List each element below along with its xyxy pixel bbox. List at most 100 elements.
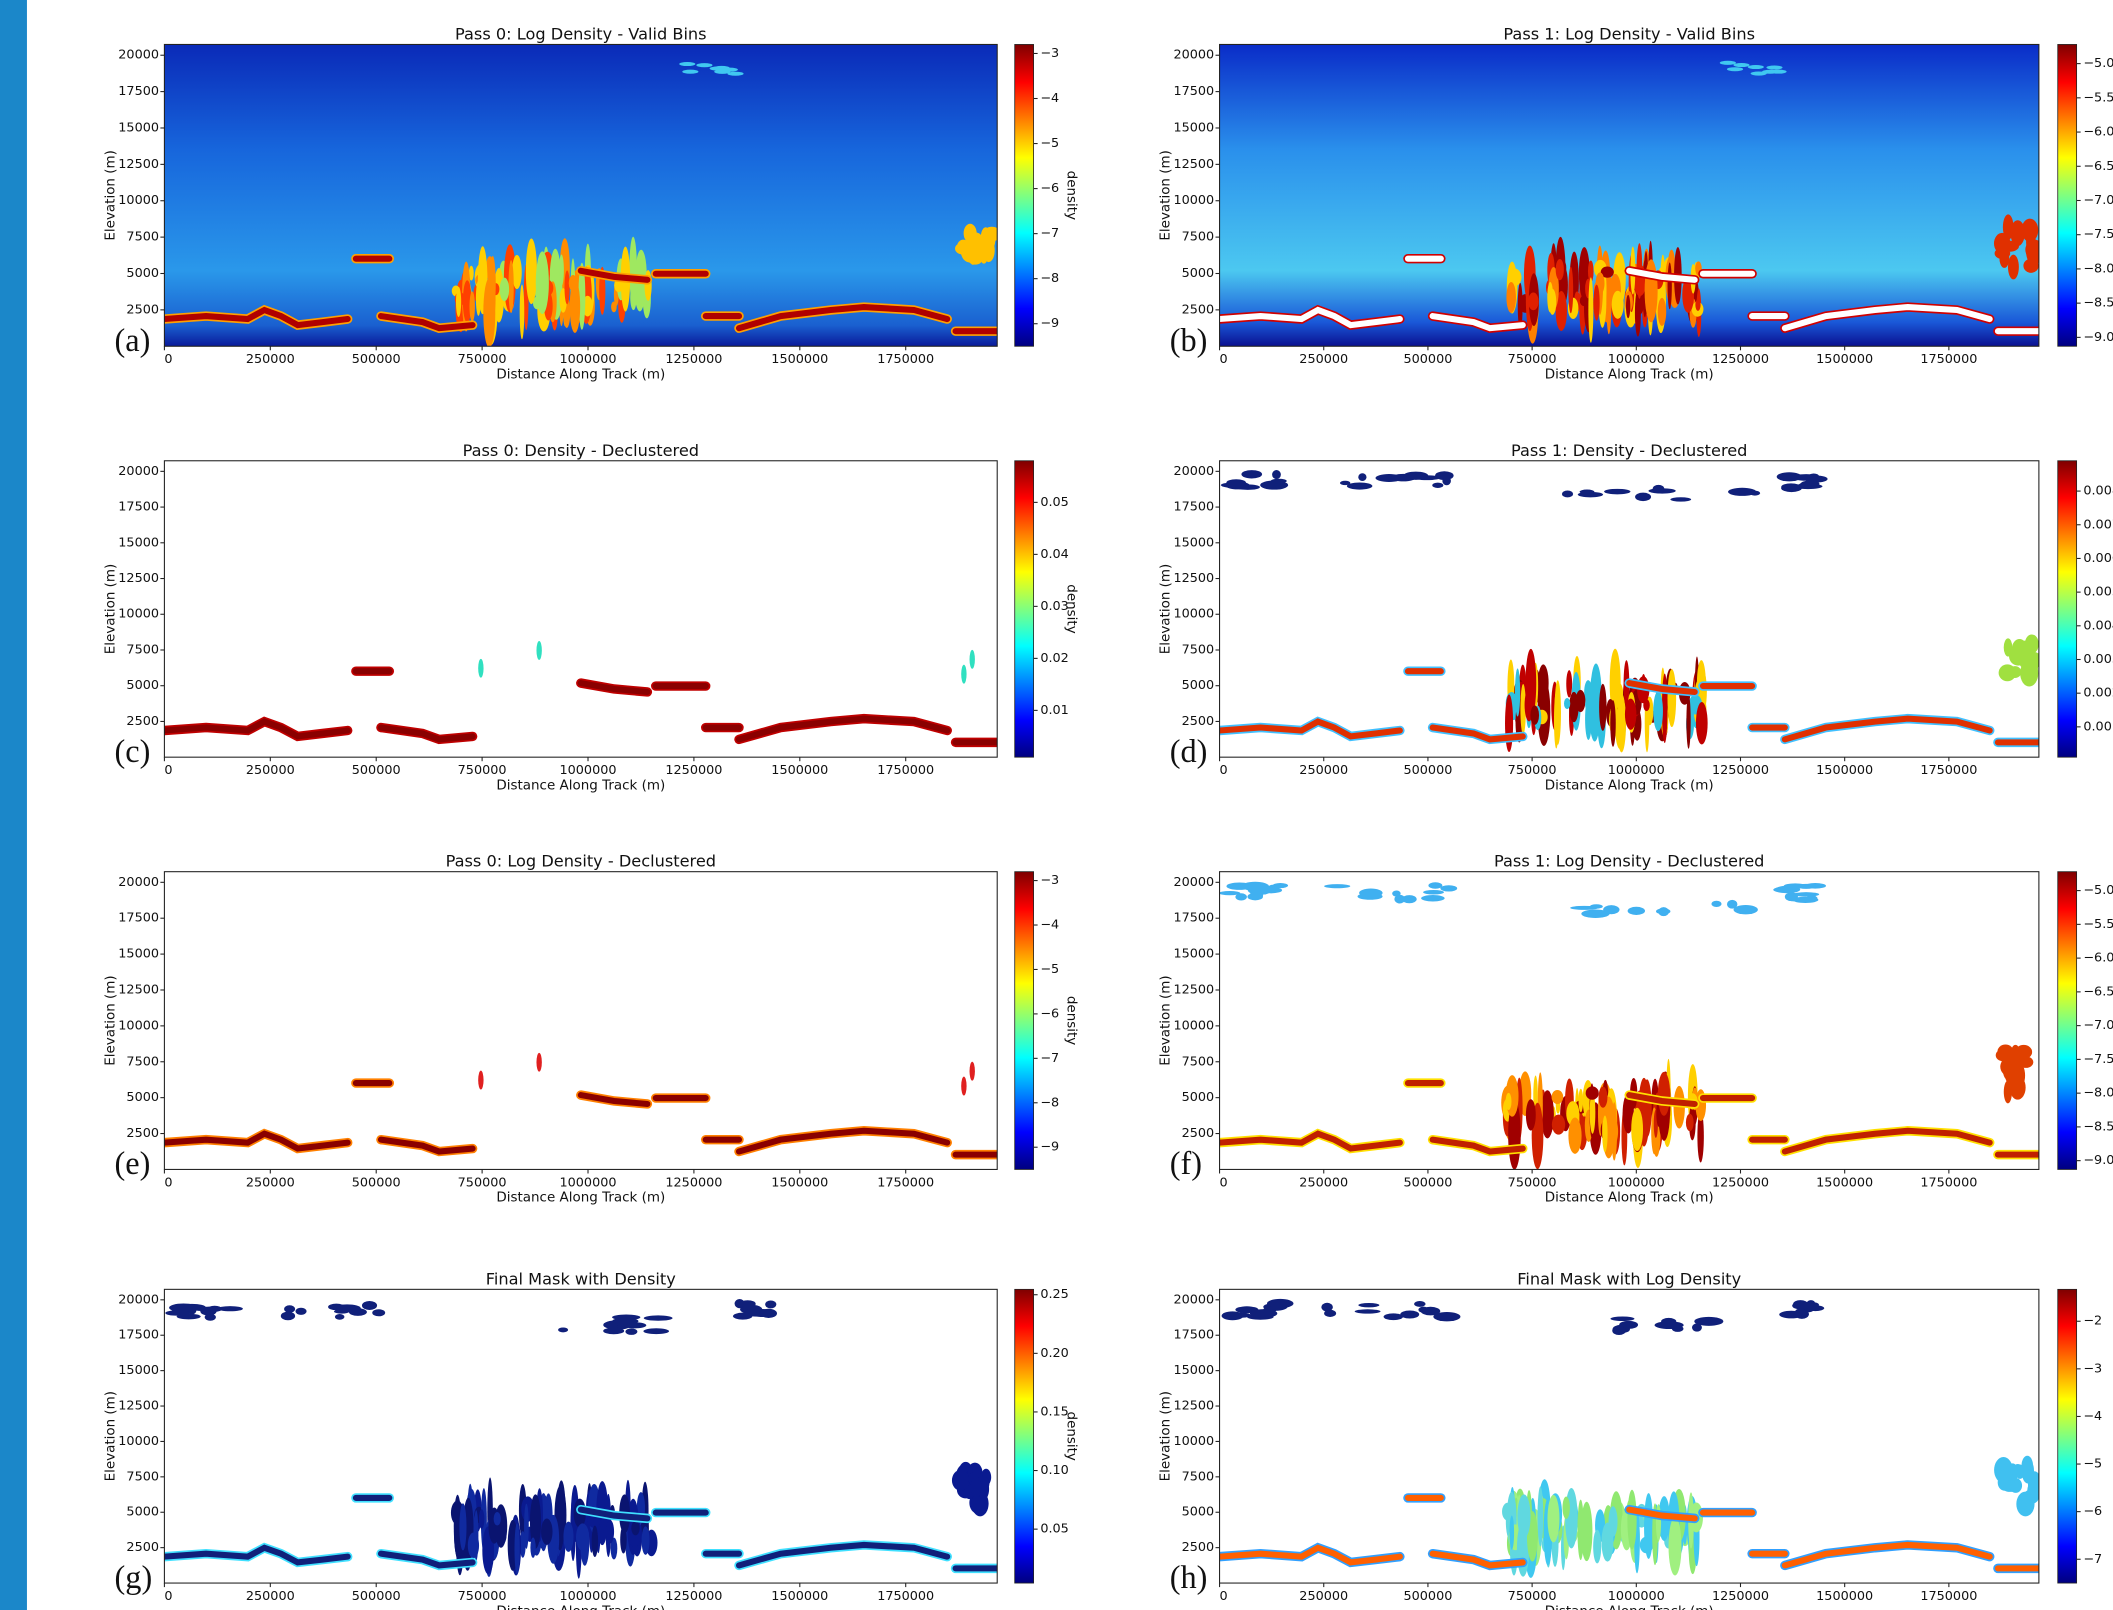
heatmap-image — [164, 62, 998, 347]
colorbar-tick-label: 0.20 — [1040, 1346, 1069, 1361]
x-tick-label: 0 — [164, 1589, 172, 1604]
cloud-streak — [1733, 905, 1758, 915]
cloud-streak — [1610, 1316, 1635, 1322]
cloud-cell — [536, 1052, 542, 1072]
y-tick-label: 10000 — [118, 1434, 159, 1449]
cloud-streak — [1766, 65, 1783, 70]
layer — [1219, 718, 1403, 740]
cloud-cell — [1602, 1115, 1608, 1153]
cloud-cell — [1617, 693, 1627, 753]
cloud-cell — [1600, 266, 1614, 278]
cloud-streak — [1247, 893, 1263, 901]
cloud-streak — [1324, 884, 1351, 889]
layer — [377, 1550, 476, 1569]
y-tick-label: 7500 — [1182, 1054, 1215, 1069]
cloud-streak — [1358, 1303, 1380, 1308]
y-tick-label: 2500 — [126, 1126, 159, 1141]
cloud-streak — [1394, 894, 1406, 904]
y-tick-label: 7500 — [126, 1469, 159, 1484]
layer — [1781, 304, 1993, 332]
cloud-cell — [508, 260, 514, 313]
y-tick-label: 5000 — [1182, 1090, 1215, 1105]
cloud-streak — [284, 1305, 296, 1313]
y-axis-label: Elevation (m) — [103, 150, 119, 240]
x-axis-label: Distance Along Track (m) — [496, 367, 665, 383]
colorbar-tick-label: −6 — [1040, 181, 1059, 196]
cloud-streak — [1670, 497, 1692, 502]
x-tick-label: 0 — [1220, 1589, 1228, 1604]
cloud-cell — [1639, 1536, 1654, 1554]
cloud-streak — [169, 1303, 198, 1312]
x-tick-label: 750000 — [458, 1175, 507, 1190]
x-tick-label: 750000 — [1508, 352, 1557, 367]
layer — [1429, 1136, 1526, 1155]
cloud-cell — [1568, 266, 1574, 314]
cloud-cell — [1588, 277, 1594, 343]
y-tick-label: 2500 — [1182, 302, 1215, 317]
cloud-cell — [535, 251, 549, 315]
cloud-streak — [609, 1324, 619, 1329]
heatmap-image — [1219, 60, 2039, 344]
cloud-streak — [1671, 1325, 1684, 1332]
y-tick-label: 7500 — [126, 230, 159, 245]
colorbar-tick-label: 0.04 — [1040, 547, 1069, 562]
cloud-streak — [1420, 1306, 1441, 1316]
colorbar-tick-label: 0.003 — [2083, 652, 2113, 667]
x-axis-label: Distance Along Track (m) — [1545, 1603, 1714, 1610]
heatmap-image — [164, 1052, 998, 1160]
cloud-cell — [473, 1510, 479, 1561]
cloud-streak — [746, 1308, 758, 1314]
colorbar-tick-label: 0.02 — [1040, 651, 1069, 666]
cloud-streak — [1359, 888, 1383, 898]
cloud-cell — [2004, 1047, 2021, 1070]
cloud-streak — [333, 1309, 350, 1314]
cloud-streak — [1656, 908, 1671, 915]
cloud-cell — [1525, 1099, 1536, 1131]
colorbar-tick-label: −8.0 — [2083, 1086, 2113, 1101]
y-tick-label: 5000 — [126, 1505, 159, 1520]
x-tick-label: 1250000 — [1712, 1589, 1769, 1604]
cloud-streak — [1442, 476, 1451, 486]
cloud-cell — [1505, 694, 1514, 753]
colorbar-tick-label: −5.5 — [2083, 90, 2113, 105]
cloud-cell — [1624, 698, 1637, 730]
y-tick-label: 2500 — [1182, 1540, 1215, 1555]
cloud-cell — [493, 1511, 501, 1526]
x-tick-label: 1250000 — [665, 763, 722, 778]
layer — [735, 715, 951, 743]
heatmap-image — [1219, 1298, 2039, 1578]
cloud-streak — [1432, 482, 1444, 488]
y-tick-label: 17500 — [1173, 500, 1214, 515]
cloud-streak — [1403, 471, 1429, 480]
x-axis-label: Distance Along Track (m) — [1545, 367, 1714, 383]
colorbar-tick-label: −6.0 — [2083, 125, 2113, 140]
x-tick-label: 1250000 — [1712, 352, 1769, 367]
cloud-cell — [1564, 697, 1571, 710]
y-tick-label: 15000 — [1173, 120, 1214, 135]
cloud-cell — [591, 1525, 599, 1558]
panel-label: (e) — [115, 1145, 151, 1181]
cloud-streak — [361, 1300, 378, 1310]
panel-label: (h) — [1170, 1559, 1208, 1595]
cloud-cell — [951, 1469, 970, 1491]
colorbar-tick-label: −8 — [1040, 1095, 1059, 1110]
cloud-cell — [1514, 668, 1521, 717]
colorbar-tick-label: −7.0 — [2083, 193, 2113, 208]
colorbar-tick-label: −4 — [1040, 918, 1059, 933]
x-tick-label: 1000000 — [1608, 352, 1665, 367]
x-tick-label: 750000 — [1508, 763, 1557, 778]
cloud-streak — [643, 1328, 669, 1335]
y-tick-label: 10000 — [1173, 1018, 1214, 1033]
cloud-cell — [1566, 670, 1573, 698]
cloud-cell — [641, 1526, 650, 1555]
cloud-cell — [455, 286, 462, 317]
y-tick-label: 10000 — [118, 193, 159, 208]
y-tick-label: 10000 — [118, 1018, 159, 1033]
colorbar-tick-label: 0.03 — [1040, 599, 1069, 614]
x-tick-label: 250000 — [246, 1175, 295, 1190]
cloud-cell — [1580, 1501, 1593, 1562]
plot-frame — [1219, 871, 2040, 1170]
colorbar-tick-label: −5.5 — [2083, 917, 2113, 932]
y-tick-label: 10000 — [118, 607, 159, 622]
